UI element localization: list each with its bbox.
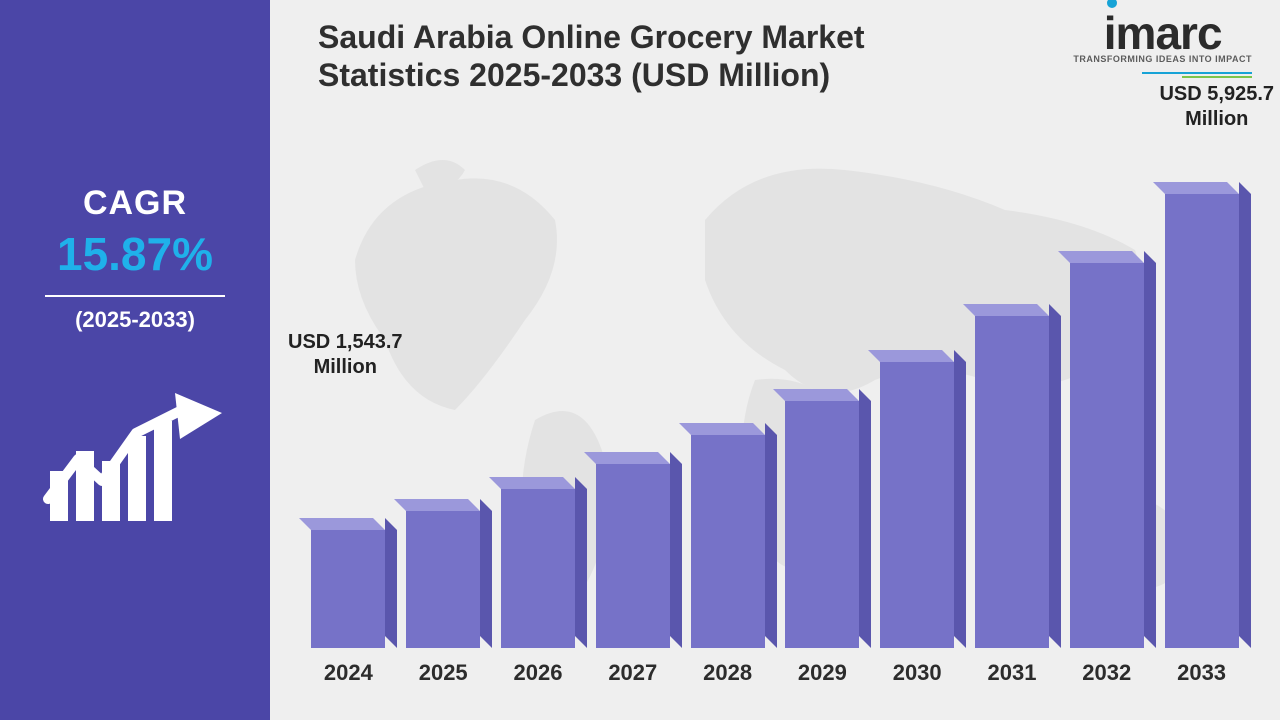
- chart-title: Saudi Arabia Online Grocery Market Stati…: [318, 18, 865, 95]
- growth-chart-icon: [40, 381, 230, 536]
- bar-side-face: [1239, 182, 1251, 648]
- bar-2028: [691, 435, 765, 648]
- bar-label: 2024: [308, 648, 389, 690]
- bar-label: 2029: [782, 648, 863, 690]
- title-line2: Statistics 2025-2033 (USD Million): [318, 56, 865, 94]
- main-panel: Saudi Arabia Online Grocery Market Stati…: [270, 0, 1280, 720]
- cagr-range: (2025-2033): [75, 307, 195, 333]
- bar-2029: [785, 401, 859, 648]
- bar-slot: [877, 362, 958, 648]
- start-value-l1: USD 1,543.7: [288, 330, 403, 355]
- bar-labels-row: 2024 2025 2026 2027 2028 2029 2030 2031 2032 2033: [300, 648, 1250, 690]
- start-value-l2: Million: [288, 355, 403, 380]
- bar-top-face: [679, 423, 765, 435]
- bar-slot: [1066, 263, 1147, 648]
- bar-side-face: [1144, 251, 1156, 648]
- bar-top-face: [773, 389, 859, 401]
- logo-letter: r: [1180, 10, 1197, 56]
- bar-label: 2027: [592, 648, 673, 690]
- logo-letter: m: [1116, 10, 1156, 56]
- bar-side-face: [859, 389, 871, 648]
- logo-letter: a: [1155, 10, 1180, 56]
- end-value-callout: USD 5,925.7 Million: [1159, 82, 1274, 132]
- bar-label: 2028: [687, 648, 768, 690]
- start-value-callout: USD 1,543.7 Million: [288, 330, 403, 380]
- bar-slot: [782, 401, 863, 648]
- bar-top-face: [489, 477, 575, 489]
- bar-side-face: [954, 350, 966, 648]
- bar-slot: [1161, 194, 1242, 648]
- logo-underline-1: [1142, 72, 1252, 74]
- bar-top-face: [584, 452, 670, 464]
- bar-label: 2025: [403, 648, 484, 690]
- bar-2024: [311, 530, 385, 648]
- bar-chart: 2024 2025 2026 2027 2028 2029 2030 2031 2032 2033: [300, 120, 1250, 690]
- bar-2027: [596, 464, 670, 648]
- cagr-sidebar: CAGR 15.87% (2025-2033): [0, 0, 270, 720]
- bar-label: 2032: [1066, 648, 1147, 690]
- cagr-value: 15.87%: [57, 227, 213, 281]
- bar-top-face: [394, 499, 480, 511]
- bar-2033: [1165, 194, 1239, 648]
- bar-side-face: [765, 423, 777, 648]
- bar-2030: [880, 362, 954, 648]
- bar-top-face: [299, 518, 385, 530]
- end-value-l1: USD 5,925.7: [1159, 82, 1274, 107]
- bar-label: 2031: [972, 648, 1053, 690]
- bar-label: 2030: [877, 648, 958, 690]
- cagr-label: CAGR: [83, 184, 187, 223]
- cagr-divider: [45, 295, 225, 297]
- logo-word: imarc: [1073, 10, 1252, 56]
- bar-2026: [501, 489, 575, 648]
- bar-2025: [406, 511, 480, 648]
- bar-side-face: [670, 452, 682, 648]
- logo-letter: c: [1197, 10, 1222, 56]
- bar-side-face: [575, 477, 587, 648]
- title-line1: Saudi Arabia Online Grocery Market: [318, 18, 865, 56]
- bar-side-face: [480, 499, 492, 648]
- bar-label: 2026: [498, 648, 579, 690]
- bars-row: [300, 138, 1250, 648]
- bar-2031: [975, 316, 1049, 648]
- bar-label: 2033: [1161, 648, 1242, 690]
- bar-slot: [308, 530, 389, 648]
- bar-top-face: [868, 350, 954, 362]
- bar-slot: [403, 511, 484, 648]
- bar-slot: [972, 316, 1053, 648]
- bar-slot: [592, 464, 673, 648]
- bar-top-face: [1058, 251, 1144, 263]
- bar-2032: [1070, 263, 1144, 648]
- imarc-logo: imarc TRANSFORMING IDEAS INTO IMPACT: [1073, 10, 1252, 64]
- logo-underline-2: [1182, 76, 1252, 78]
- bar-top-face: [963, 304, 1049, 316]
- logo-letter: i: [1104, 10, 1116, 56]
- end-value-l2: Million: [1159, 107, 1274, 132]
- bar-slot: [498, 489, 579, 648]
- bar-side-face: [385, 518, 397, 648]
- bar-top-face: [1153, 182, 1239, 194]
- infographic-page: CAGR 15.87% (2025-2033): [0, 0, 1280, 720]
- bar-side-face: [1049, 304, 1061, 648]
- bar-slot: [687, 435, 768, 648]
